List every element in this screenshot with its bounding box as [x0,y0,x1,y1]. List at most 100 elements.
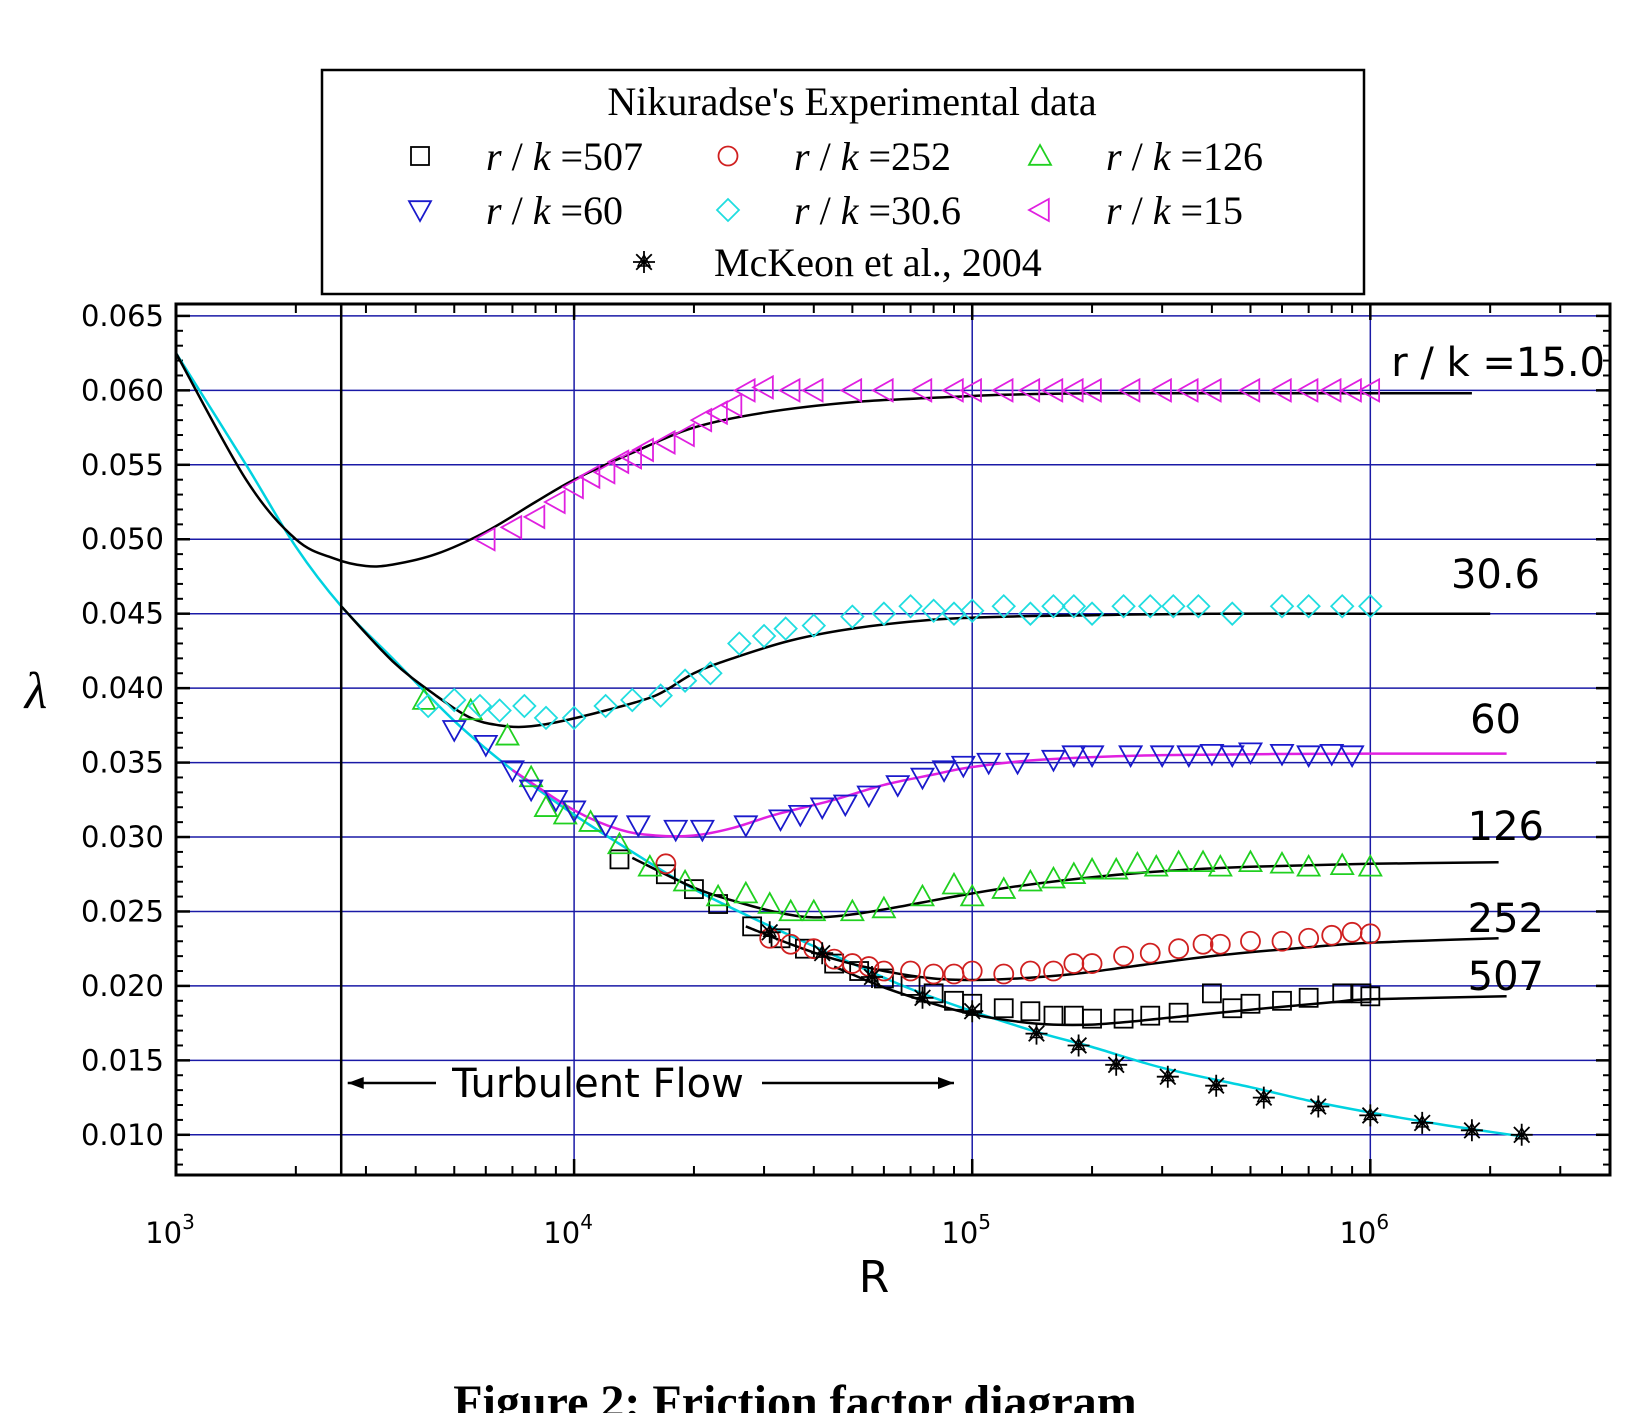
data-point [1199,377,1222,403]
data-point [1025,1022,1048,1045]
star-marker-core [1311,1098,1326,1112]
star-marker-core [1208,1077,1224,1091]
data-point [1240,993,1261,1014]
data-point [533,794,559,817]
data-point [727,631,752,656]
legend-label: r / k =30.6 [794,188,961,233]
curve-label: 60 [1470,697,1521,743]
data-point [757,891,783,914]
legend-label: r / k =126 [1106,134,1263,179]
data-point [705,883,731,907]
series-diamond [415,593,1383,731]
data-point [543,790,569,813]
data-point [1272,990,1292,1011]
data-point [1219,601,1245,626]
data-point [1269,743,1295,767]
legend-marker [715,197,741,223]
star-marker-strokes [1205,1074,1228,1097]
data-point [871,377,894,403]
axis-ticks [174,304,1610,1175]
star-marker-core [864,968,880,982]
star-marker-strokes [1252,1086,1275,1109]
data-point [698,660,723,686]
data-point [856,785,882,809]
data-point [1296,745,1322,768]
data-point [1061,593,1087,619]
data-point [499,514,523,540]
data-point [620,687,645,713]
data-point [533,705,559,731]
data-point [751,623,777,649]
data-point [1510,1123,1533,1146]
data-point [959,883,985,907]
star-marker-strokes [1359,1104,1382,1127]
fit-curve [631,856,1499,919]
data-point [1018,601,1043,626]
data-point [1040,865,1067,889]
y-tick-label: 0.045 [81,597,164,631]
data-point [751,374,774,400]
data-point [1124,850,1150,874]
data-point [733,880,759,904]
star-marker-core [1109,1056,1124,1070]
fit-curve [340,605,1491,729]
data-point [543,489,566,515]
data-point [1143,853,1169,877]
data-point [655,853,677,875]
data-point [606,831,632,855]
data-point [1269,850,1295,874]
x-tick-labels: 103 104 105 106 [145,1210,1389,1250]
series-square [609,849,1381,1029]
data-point [1061,745,1087,768]
data-point [593,815,619,838]
data-point [976,752,1002,776]
data-point [993,998,1014,1019]
data-point [522,504,546,530]
x-tick-label: 104 [543,1210,593,1250]
data-point [619,444,642,470]
data-point [1329,852,1355,876]
data-point [959,377,982,403]
data-point [1113,945,1134,967]
y-tick-label: 0.015 [81,1043,164,1077]
data-point [787,804,813,828]
star-marker-strokes [633,251,655,273]
data-point [900,976,921,996]
star-marker-core [1514,1126,1529,1140]
series-star [758,921,1533,1146]
data-point [1186,593,1211,619]
data-point [801,898,827,922]
data-point [1067,1034,1090,1057]
data-point [663,819,689,843]
star-marker-core [1464,1121,1480,1136]
data-point [1201,983,1222,1004]
data-point [1079,856,1105,880]
data-point [909,767,936,791]
data-point [1040,749,1067,773]
y-tick-label: 0.060 [81,373,164,407]
data-point [991,593,1017,619]
data-point [1118,745,1144,768]
data-point [1339,745,1365,768]
star-marker-core [636,253,652,267]
data-point [941,871,967,895]
star-marker-core [1363,1106,1378,1121]
data-point [1103,856,1129,880]
y-tick-label: 0.035 [81,746,164,780]
data-point [1359,923,1381,945]
data-point [767,809,794,833]
data-point [921,598,946,623]
data-point [1240,930,1261,952]
star-marker-core [1256,1089,1271,1103]
curve-label: 30.6 [1451,552,1540,598]
data-point [1063,1005,1084,1026]
data-point [512,693,537,719]
data-point [839,898,865,922]
data-point [1111,593,1136,619]
data-point [871,601,897,626]
data-point [923,963,945,985]
star-marker-strokes [1510,1123,1533,1146]
star-marker-strokes [861,966,883,988]
data-point [1319,743,1345,767]
data-point [909,377,933,403]
